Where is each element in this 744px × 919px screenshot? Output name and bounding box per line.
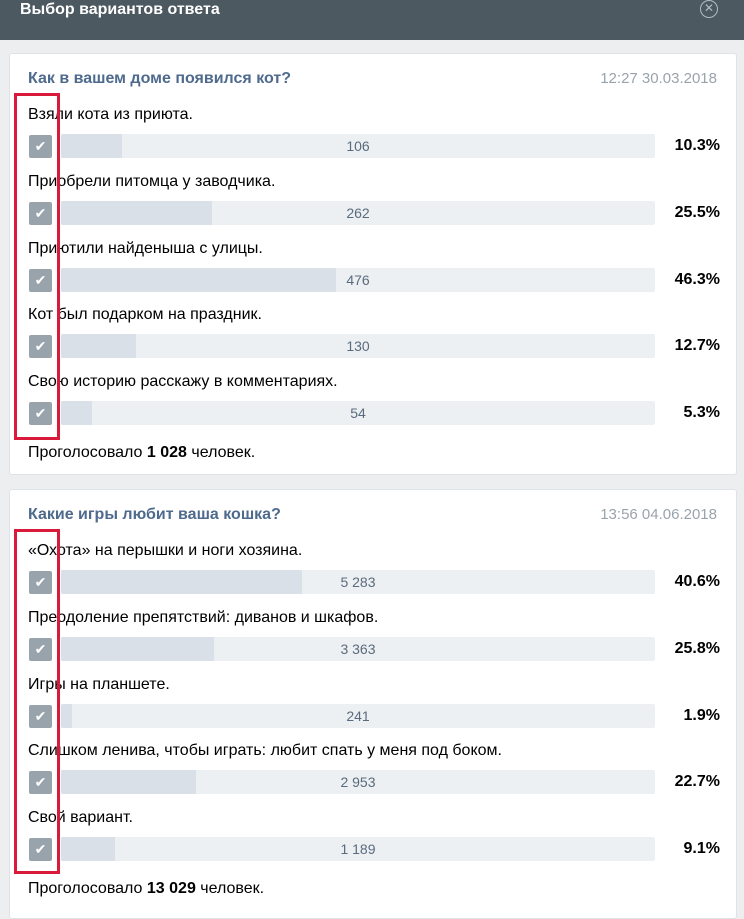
poll-option[interactable]: Свой вариант. ✔ 1 189 9.1% [28,808,720,868]
result-bar-fill [61,570,303,594]
check-icon[interactable]: ✔ [29,571,52,594]
option-label: Взяли кота из приюта. [28,106,193,123]
check-icon[interactable]: ✔ [29,638,52,661]
result-bar-fill [61,401,93,425]
vote-percent: 5.3% [683,404,720,421]
result-bar-fill [61,837,116,861]
result-bar-fill [61,334,137,358]
dialog-header: Выбор вариантов ответа ✕ [0,0,744,40]
vote-count: 3 363 [340,641,376,657]
vote-percent: 10.3% [674,137,720,154]
vote-percent: 12.7% [674,337,720,354]
check-icon[interactable]: ✔ [29,705,52,728]
dialog-title: Выбор вариантов ответа [20,1,220,18]
result-bar: 476 [61,268,655,292]
poll-datetime: 13:56 04.06.2018 [600,506,717,523]
result-bar: 54 [61,401,655,425]
check-icon[interactable]: ✔ [29,202,52,225]
poll-option[interactable]: Кот был подарком на праздник. ✔ 130 12.7… [28,305,720,365]
vote-count: 476 [346,272,370,288]
result-bar-fill [61,637,215,661]
check-icon[interactable]: ✔ [29,771,52,794]
total-prefix: Проголосовало [28,880,143,897]
result-bar: 5 283 [61,570,655,594]
result-bar: 106 [61,134,655,158]
result-bar: 2 953 [61,770,655,794]
poll-option[interactable]: Взяли кота из приюта. ✔ 106 10.3% [28,105,720,165]
result-bar-fill [61,704,73,728]
vote-count: 2 953 [340,774,376,790]
total-count: 13 029 [146,880,196,897]
option-label: Свою историю расскажу в комментариях. [28,373,338,390]
vote-count: 262 [346,205,370,221]
result-bar: 1 189 [61,837,655,861]
poll-option[interactable]: «Охота» на перышки и ноги хозяина. ✔ 5 2… [28,541,720,601]
total-suffix: человек. [191,444,256,461]
result-bar-fill [61,268,337,292]
result-bar-fill [61,201,213,225]
option-label: Преодоление препятствий: диванов и шкафо… [28,609,379,626]
highlight-box [14,93,60,440]
result-bar: 262 [61,201,655,225]
vote-count: 106 [346,138,370,154]
close-icon[interactable]: ✕ [700,0,718,18]
poll-option[interactable]: Слишком ленива, чтобы играть: любит спат… [28,741,720,801]
vote-count: 130 [346,338,370,354]
poll-total: Проголосовало 13 029 человек. [28,879,264,899]
vote-count: 241 [346,708,370,724]
poll-option[interactable]: Приобрели питомца у заводчика. ✔ 262 25.… [28,172,720,232]
vote-count: 54 [350,405,366,421]
result-bar: 241 [61,704,655,728]
option-label: «Охота» на перышки и ноги хозяина. [28,542,303,559]
option-label: Слишком ленива, чтобы играть: любит спат… [28,742,502,759]
option-label: Кот был подарком на праздник. [28,306,262,323]
vote-percent: 22.7% [674,773,720,790]
total-suffix: человек. [200,880,265,897]
poll-option[interactable]: Свою историю расскажу в комментариях. ✔ … [28,372,720,432]
vote-count: 1 189 [340,841,376,857]
poll-card: Какие игры любит ваша кошка? 13:56 04.06… [9,489,737,919]
option-label: Свой вариант. [28,809,133,826]
poll-card: Как в вашем доме появился кот? 12:27 30.… [9,53,737,475]
result-bar: 130 [61,334,655,358]
highlight-box [14,529,60,874]
poll-question: Какие игры любит ваша кошка? [28,506,281,523]
result-bar: 3 363 [61,637,655,661]
vote-percent: 46.3% [674,271,720,288]
poll-question: Как в вашем доме появился кот? [28,70,291,87]
vote-count: 5 283 [340,574,376,590]
result-bar-fill [61,134,123,158]
vote-percent: 9.1% [683,840,720,857]
check-icon[interactable]: ✔ [29,335,52,358]
vote-percent: 25.5% [674,204,720,221]
vote-percent: 1.9% [683,707,720,724]
vote-percent: 25.8% [674,640,720,657]
poll-total: Проголосовало 1 028 человек. [28,443,255,463]
poll-option[interactable]: Игры на планшете. ✔ 241 1.9% [28,675,720,735]
check-icon[interactable]: ✔ [29,838,52,861]
poll-option[interactable]: Приютили найденыша с улицы. ✔ 476 46.3% [28,239,720,299]
total-count: 1 028 [146,444,187,461]
check-icon[interactable]: ✔ [29,135,52,158]
result-bar-fill [61,770,196,794]
option-label: Игры на планшете. [28,676,170,693]
option-label: Приютили найденыша с улицы. [28,240,263,257]
poll-option[interactable]: Преодоление препятствий: диванов и шкафо… [28,608,720,668]
check-icon[interactable]: ✔ [29,269,52,292]
poll-datetime: 12:27 30.03.2018 [600,70,717,87]
check-icon[interactable]: ✔ [29,402,52,425]
total-prefix: Проголосовало [28,444,143,461]
vote-percent: 40.6% [674,573,720,590]
option-label: Приобрели питомца у заводчика. [28,173,276,190]
